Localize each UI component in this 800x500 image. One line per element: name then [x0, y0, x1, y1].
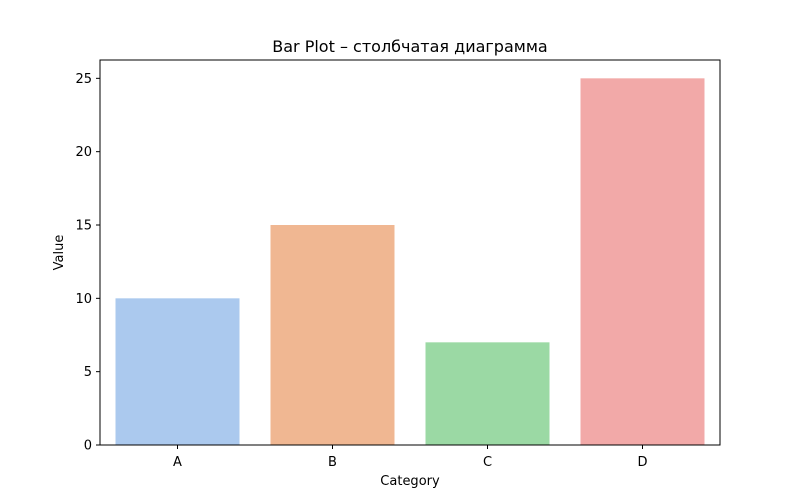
y-tick-label: 5	[84, 365, 92, 380]
x-tick-label: D	[637, 455, 647, 470]
y-tick-label: 0	[84, 439, 92, 454]
y-tick-label: 10	[75, 292, 92, 307]
y-axis: 0 5 10 15 20 25	[75, 72, 100, 454]
y-tick-label: 15	[75, 219, 92, 234]
bar-a	[115, 298, 240, 445]
bar-b	[270, 225, 395, 445]
plot-frame	[99, 59, 721, 446]
x-tick-label: B	[328, 455, 337, 470]
bar-c	[425, 342, 550, 445]
x-axis-label: Category	[380, 474, 440, 489]
y-tick-label: 25	[75, 72, 92, 87]
chart-title: Bar Plot – столбчатая диаграмма	[272, 37, 547, 56]
y-axis-label: Value	[52, 235, 67, 271]
bar-d	[580, 78, 705, 445]
bars-group	[115, 78, 705, 445]
x-tick-label: A	[173, 455, 182, 470]
x-tick-label: C	[483, 455, 492, 470]
x-axis: A B C D	[173, 445, 648, 470]
y-tick-label: 20	[75, 145, 92, 160]
